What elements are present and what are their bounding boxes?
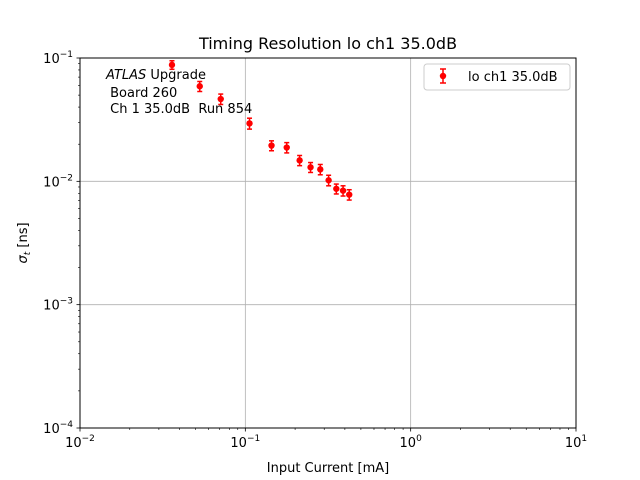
x-tick-label-base: 10 — [400, 436, 417, 451]
data-point — [333, 183, 340, 195]
annotation-line-2: Board 260 — [106, 86, 177, 101]
y-tick-label-exponent: −1 — [60, 50, 73, 60]
y-tick-label-exponent: −2 — [60, 173, 73, 183]
y-tick-label-base: 10 — [43, 299, 60, 314]
legend-marker — [439, 72, 447, 80]
y-tick-label: 10−2 — [43, 173, 73, 190]
annotation-line-1: ATLAS Upgrade — [105, 68, 206, 83]
data-marker — [346, 191, 353, 198]
data-point — [268, 140, 275, 152]
x-tick-label-exponent: 1 — [581, 434, 587, 444]
data-marker — [196, 83, 203, 90]
data-point — [196, 80, 203, 93]
data-marker — [317, 166, 324, 173]
data-marker — [283, 144, 290, 151]
y-tick-label: 10−1 — [43, 50, 73, 67]
data-point — [325, 174, 332, 187]
plot-frame — [79, 57, 577, 429]
data-marker — [333, 185, 340, 192]
data-marker — [296, 157, 303, 164]
legend: lo ch1 35.0dB — [423, 63, 571, 91]
y-axis-label-unit: [ns] — [16, 222, 31, 251]
data-series — [168, 59, 353, 201]
data-marker — [217, 95, 224, 103]
data-point — [168, 59, 176, 71]
data-point — [217, 93, 224, 106]
y-tick-label-base: 10 — [43, 175, 60, 190]
x-tick-label: 101 — [565, 434, 587, 451]
x-axis-label: Input Current [mA] — [267, 461, 389, 476]
data-point — [307, 161, 314, 174]
x-tick-label-exponent: −2 — [82, 434, 95, 444]
data-marker — [246, 120, 253, 127]
x-tick-label: 10−1 — [230, 434, 260, 451]
data-marker — [307, 164, 314, 171]
data-point — [296, 154, 303, 167]
data-marker — [339, 187, 347, 194]
annotation-atlas: ATLAS — [105, 68, 146, 83]
x-tick-label-exponent: −1 — [247, 434, 260, 444]
annotation-upgrade: Upgrade — [146, 68, 206, 83]
legend-entry-label: lo ch1 35.0dB — [468, 70, 558, 85]
annotation-line-3: Ch 1 35.0dB Run 854 — [106, 102, 252, 117]
atlas-annotation: ATLAS Upgrade Board 260 Ch 1 35.0dB Run … — [105, 68, 252, 117]
y-axis-label-subscript: t — [23, 251, 33, 255]
x-tick-label-exponent: 0 — [416, 434, 422, 444]
x-tick-label-base: 10 — [565, 436, 582, 451]
y-axis-label: σt [ns] — [16, 222, 33, 263]
data-marker — [325, 177, 332, 184]
y-tick-label: 10−4 — [43, 420, 73, 437]
y-tick-label-base: 10 — [43, 422, 60, 437]
data-point — [346, 188, 353, 201]
y-tick-label: 10−3 — [43, 297, 73, 314]
x-tick-label-base: 10 — [230, 436, 247, 451]
chart-title: Timing Resolution lo ch1 35.0dB — [198, 34, 457, 53]
x-tick-label: 10−2 — [65, 434, 95, 451]
legend-box — [423, 63, 571, 91]
y-tick-label-exponent: −4 — [60, 420, 74, 430]
x-tick-label-base: 10 — [65, 436, 82, 451]
data-point — [317, 163, 324, 176]
x-tick-label: 100 — [400, 434, 423, 451]
data-marker — [268, 142, 275, 149]
y-tick-label-base: 10 — [43, 52, 60, 67]
data-point — [246, 117, 253, 130]
data-point — [339, 185, 347, 197]
data-marker — [168, 61, 176, 69]
data-point — [283, 141, 290, 154]
y-axis-label-sigma: σ — [16, 255, 31, 264]
y-tick-label-exponent: −3 — [60, 297, 73, 307]
